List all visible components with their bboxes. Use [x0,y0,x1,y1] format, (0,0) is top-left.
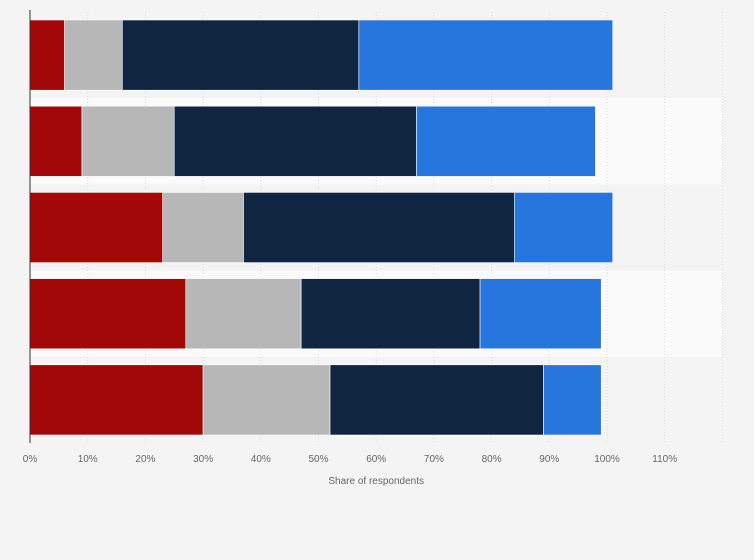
bar-segment [29,192,164,263]
x-tick-label: 60% [366,454,386,465]
x-tick-label: 80% [482,454,502,465]
x-tick-label: 50% [308,454,328,465]
bar-segment [300,278,481,350]
x-tick-label: 20% [135,454,155,465]
bar-segment [29,364,204,436]
x-tick-label: 110% [652,454,677,465]
bar-segment [202,364,331,436]
bar-segment [543,364,602,436]
x-tick-label: 90% [539,454,559,465]
x-tick-label: 30% [193,454,213,465]
x-axis-ticks: 0% 10% 20% 30% 40% 50% 60% 70% 80% 90% 100% 110% [23,454,677,465]
bar-segment [358,19,614,91]
bar-segment [243,192,515,263]
bar-segment [29,278,187,350]
bar-segment [122,19,360,91]
bar-segment [29,19,65,91]
bar-segment [81,105,175,177]
bar-segment [29,105,83,177]
bar-segment [64,19,123,91]
x-tick-label: 40% [251,454,271,465]
bar-segment [162,192,244,263]
bar-segment [173,105,417,177]
bar-segment [416,105,596,177]
x-axis-title: Share of respondents [328,476,424,487]
bar-segment [329,364,544,436]
bars [29,19,614,436]
bar-segment [185,278,302,350]
bar-segment [479,278,602,350]
x-tick-label: 0% [23,454,38,465]
x-tick-label: 10% [78,454,98,465]
x-tick-label: 70% [424,454,444,465]
bar-segment [514,192,614,263]
x-tick-label: 100% [594,454,620,465]
